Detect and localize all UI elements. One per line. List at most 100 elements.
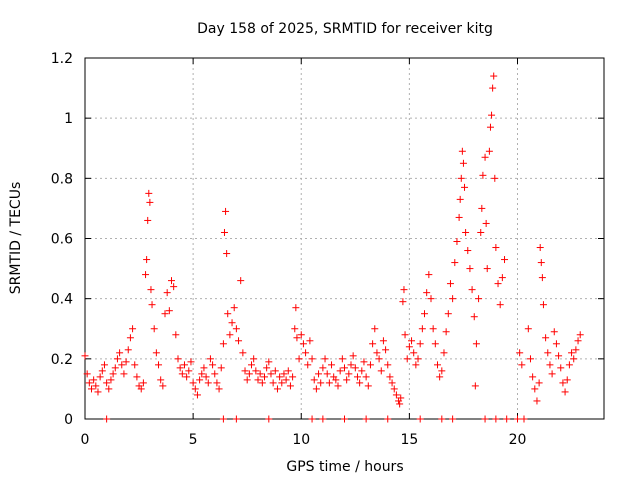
data-point <box>176 364 184 372</box>
data-point <box>572 346 580 354</box>
data-point <box>550 328 558 336</box>
data-point <box>252 367 260 375</box>
data-point <box>223 250 231 258</box>
data-point <box>265 358 273 366</box>
data-point <box>529 373 537 381</box>
data-point <box>456 195 464 203</box>
data-point <box>139 379 147 387</box>
data-point <box>369 340 377 348</box>
data-point <box>147 286 155 294</box>
data-point <box>276 373 284 381</box>
data-point <box>122 358 130 366</box>
data-point <box>126 334 134 342</box>
data-point <box>482 219 490 227</box>
data-point <box>100 361 108 369</box>
data-point <box>185 367 193 375</box>
data-point <box>388 379 396 387</box>
data-point <box>416 340 424 348</box>
chart-title: Day 158 of 2025, SRMTID for receiver kit… <box>197 21 493 37</box>
data-point <box>416 415 424 423</box>
data-point <box>226 331 234 339</box>
data-point <box>304 361 312 369</box>
data-point <box>375 355 383 363</box>
data-point <box>145 189 153 197</box>
data-point <box>345 370 353 378</box>
data-point <box>396 400 404 408</box>
data-point <box>315 370 323 378</box>
data-point <box>183 373 191 381</box>
data-point <box>485 147 493 155</box>
data-point <box>538 274 546 282</box>
data-point <box>371 325 379 333</box>
data-point <box>118 361 126 369</box>
data-point <box>293 334 301 342</box>
data-point <box>332 376 340 384</box>
data-point <box>479 171 487 179</box>
data-point <box>120 370 128 378</box>
data-point <box>498 274 506 282</box>
data-point <box>537 259 545 267</box>
data-point <box>310 376 318 384</box>
data-point <box>245 370 253 378</box>
data-point <box>401 331 409 339</box>
data-point <box>295 355 303 363</box>
data-point <box>483 265 491 273</box>
data-point <box>565 361 573 369</box>
data-point <box>451 259 459 267</box>
data-point <box>536 244 544 252</box>
data-point <box>351 364 359 372</box>
data-point <box>408 337 416 345</box>
x-tick-label: 10 <box>292 432 310 448</box>
data-point <box>325 379 333 387</box>
data-point <box>143 256 151 264</box>
data-point <box>462 228 470 236</box>
data-point <box>353 373 361 381</box>
data-point <box>400 286 408 294</box>
y-axis-label: SRMTID / TECUs <box>8 182 24 295</box>
data-point <box>520 415 528 423</box>
data-point <box>531 385 539 393</box>
data-point <box>377 367 385 375</box>
data-point <box>90 376 98 384</box>
data-point <box>555 352 563 360</box>
data-point <box>312 385 320 393</box>
data-point <box>489 84 497 92</box>
data-point <box>544 349 552 357</box>
x-tick-label: 15 <box>400 432 418 448</box>
data-point <box>390 385 398 393</box>
data-point <box>328 361 336 369</box>
data-point <box>269 379 277 387</box>
data-point <box>477 228 485 236</box>
data-point <box>423 289 431 297</box>
data-point <box>265 415 273 423</box>
data-point <box>187 358 195 366</box>
data-point <box>161 310 169 318</box>
data-point <box>561 388 569 396</box>
data-point <box>198 370 206 378</box>
data-point <box>215 385 223 393</box>
data-point <box>124 346 132 354</box>
data-point <box>442 328 450 336</box>
data-point <box>341 364 348 372</box>
y-tick-label: 1 <box>64 111 73 127</box>
data-point <box>224 310 232 318</box>
data-point <box>446 280 454 288</box>
data-point <box>449 295 457 303</box>
data-point <box>486 123 494 131</box>
data-point <box>492 244 500 252</box>
data-point <box>152 349 160 357</box>
data-point <box>362 373 370 381</box>
data-point <box>157 376 165 384</box>
data-point <box>481 415 489 423</box>
data-point <box>410 349 418 357</box>
data-point <box>438 415 446 423</box>
data-point <box>155 361 163 369</box>
data-point <box>459 159 467 167</box>
data-point <box>461 183 469 191</box>
y-tick-label: 0.2 <box>51 352 73 368</box>
data-point <box>488 111 496 119</box>
data-point <box>412 361 420 369</box>
data-point <box>471 382 479 390</box>
data-point <box>414 355 422 363</box>
